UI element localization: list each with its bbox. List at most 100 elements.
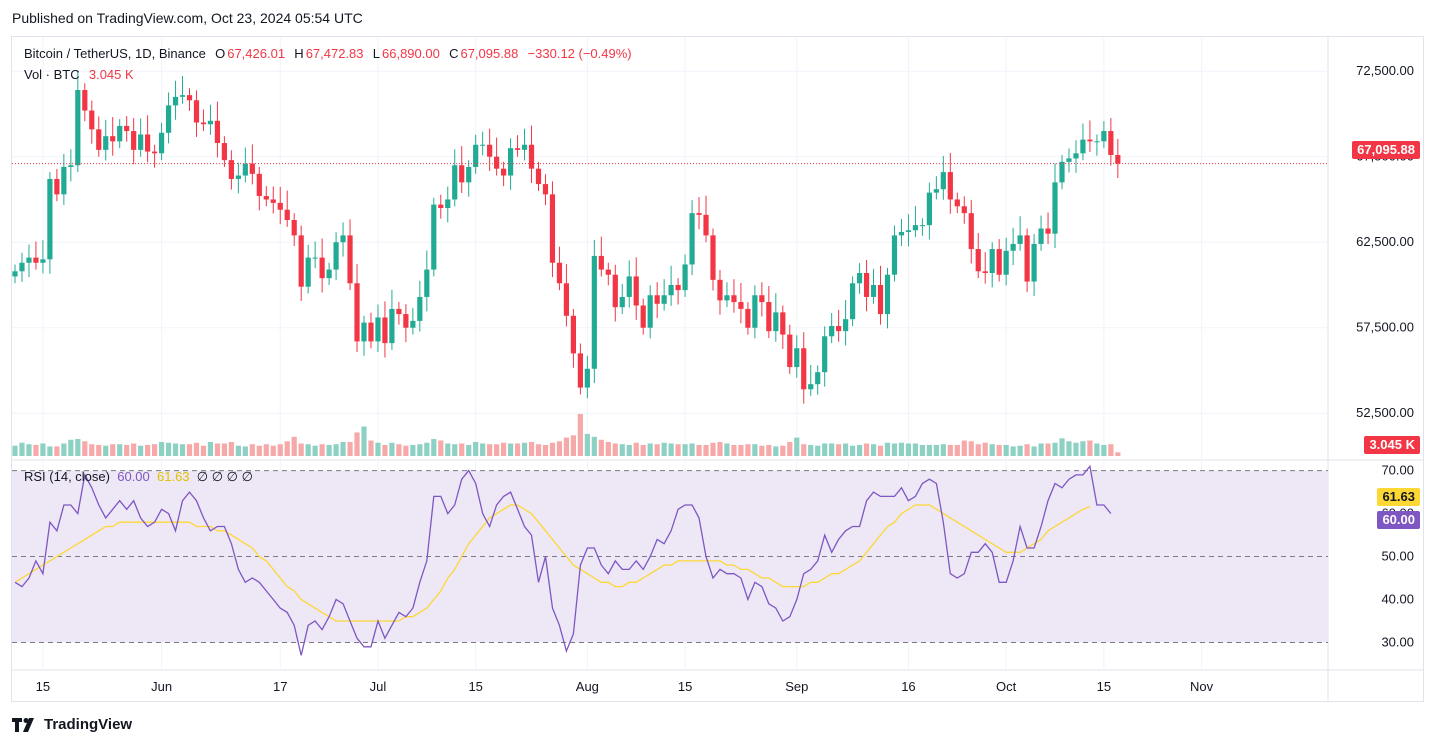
rsi-axis-label: 50.00 [1381,549,1414,564]
candle-body [850,283,856,320]
candle-body [877,284,884,315]
candle-body [89,110,95,130]
candle-body [1094,141,1100,143]
time-axis-label: Jun [151,679,172,694]
volume-bar [256,445,262,456]
close-value: 67,095.88 [460,46,519,61]
volume-bar [968,441,974,456]
candle-body [256,173,262,197]
volume-value: 3.045 K [88,67,134,82]
price-axis-label: 72,500.00 [1356,63,1414,78]
symbol-label[interactable]: Bitcoin / TetherUS, 1D, Binance [24,46,206,61]
candle-body [982,271,988,274]
volume-bar [577,414,583,456]
candle-body [1115,155,1121,164]
candle-body [521,144,528,150]
candle-body [640,305,646,328]
candle-body [745,308,751,328]
volume-bar [1031,446,1037,456]
candle-body [570,315,576,354]
candle-body [410,320,416,328]
candle-body [340,235,346,243]
volume-bar [542,444,549,456]
rsi-ma-tag: 61.63 [1377,488,1420,506]
candle-body [54,178,60,195]
candle-body [242,163,248,176]
volume-bar [89,444,95,456]
time-axis-label: 15 [36,679,50,694]
volume-bar [172,443,179,456]
candle-body [1031,243,1037,282]
time-axis-label: 15 [678,679,692,694]
candle-body [528,144,535,169]
volume-bar [759,445,765,456]
candle-body [103,136,109,150]
candle-body [801,348,807,390]
high-label: H [294,46,304,61]
candle-body [145,134,151,152]
candle-body [996,249,1002,275]
volume-bar [822,443,828,456]
volume-bar [235,445,241,456]
volume-bar [843,443,849,456]
volume-bar [431,439,437,456]
candle-body [619,296,625,308]
volume-bar [1059,438,1065,456]
volume-bar [200,445,207,456]
time-axis-label: 15 [468,679,482,694]
candle-body [459,165,465,183]
volume-bar [1010,446,1016,456]
volume-bar [780,445,786,456]
tradingview-footer[interactable]: TradingView [12,716,132,733]
candle-body [598,255,604,270]
candle-body [584,368,590,388]
candle-body [277,202,283,210]
volume-bar [940,444,946,456]
candle-body [207,120,214,125]
rsi-ma-line [14,504,1091,622]
candle-body [138,134,144,150]
candle-body [829,326,835,337]
volume-bar [145,444,151,456]
candle-body [1045,228,1051,234]
candle-body [1101,131,1107,142]
candle-body [1017,235,1023,244]
candle-body [228,160,234,179]
volume-bar [766,444,772,456]
volume-label[interactable]: Vol · BTC [24,67,80,82]
candle-body [780,312,786,335]
volume-bar [626,444,632,456]
candle-body [221,143,227,161]
candle-body [884,274,891,315]
candle-body [898,231,905,236]
volume-bar [214,443,221,456]
candle-body [124,125,130,132]
volume-bar [326,444,332,456]
time-axis-label: 15 [1097,679,1111,694]
volume-bar [480,443,486,456]
tradingview-logo-icon [12,717,34,732]
volume-bar [829,443,835,456]
candle-body [179,95,186,97]
candle-body [26,257,32,263]
volume-bar [1066,441,1072,456]
volume-bar [424,442,430,456]
candle-body [375,317,381,342]
published-caption: Published on TradingView.com, Oct 23, 20… [12,10,363,26]
volume-bar [752,444,758,456]
rsi-label[interactable]: RSI (14, close) [24,469,110,484]
candle-body [870,284,877,297]
volume-bar [612,443,618,456]
volume-bar [389,442,395,456]
candle-body [940,172,946,190]
candle-body [1010,243,1016,251]
volume-bar [438,440,444,456]
volume-bar [354,432,360,456]
candle-body [347,235,353,284]
candle-body [989,249,995,274]
volume-bar [417,444,423,456]
volume-bar [110,444,116,456]
candle-body [724,295,730,301]
candle-body [200,122,207,125]
